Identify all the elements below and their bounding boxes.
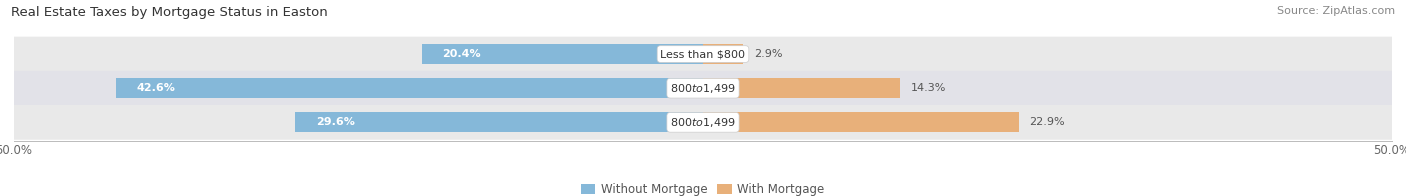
Text: 42.6%: 42.6% (136, 83, 176, 93)
FancyBboxPatch shape (14, 71, 1392, 106)
FancyBboxPatch shape (14, 105, 1392, 140)
Text: 22.9%: 22.9% (1029, 117, 1066, 127)
Text: Source: ZipAtlas.com: Source: ZipAtlas.com (1277, 6, 1395, 16)
Text: 14.3%: 14.3% (911, 83, 946, 93)
Bar (703, 44, 742, 64)
Text: 2.9%: 2.9% (754, 49, 783, 59)
Bar (117, 78, 703, 98)
Bar (703, 78, 900, 98)
Bar (295, 113, 703, 132)
Legend: Without Mortgage, With Mortgage: Without Mortgage, With Mortgage (576, 178, 830, 196)
Text: 20.4%: 20.4% (443, 49, 481, 59)
Text: $800 to $1,499: $800 to $1,499 (671, 82, 735, 95)
Bar (422, 44, 703, 64)
Text: 29.6%: 29.6% (316, 117, 354, 127)
Text: Less than $800: Less than $800 (661, 49, 745, 59)
Bar (703, 113, 1018, 132)
Text: $800 to $1,499: $800 to $1,499 (671, 116, 735, 129)
Text: Real Estate Taxes by Mortgage Status in Easton: Real Estate Taxes by Mortgage Status in … (11, 6, 328, 19)
FancyBboxPatch shape (14, 37, 1392, 72)
